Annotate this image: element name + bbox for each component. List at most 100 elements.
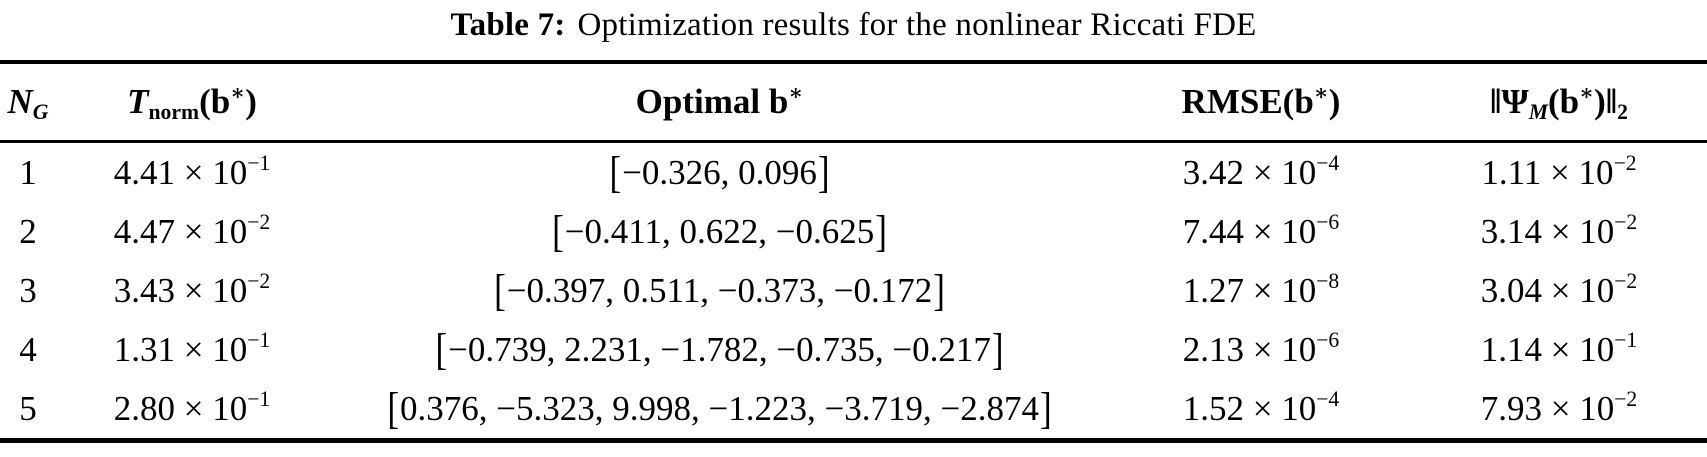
sci-base: 1.52 × 10 (1182, 388, 1317, 428)
vector-values: −0.397, 0.511, −0.373, −0.172 (506, 270, 933, 310)
paren-open: ( (199, 82, 211, 121)
header-text: Optimal (635, 82, 769, 121)
tnorm-value: 1.31 × 10−1 (56, 320, 328, 379)
psi-norm-value: 1.11 × 10−2 (1411, 142, 1707, 203)
sci-exp: −8 (1316, 269, 1340, 294)
star-sup: ∗ (788, 80, 804, 105)
vector-b: b (768, 82, 789, 121)
norm-bar-close: ‖ (1605, 82, 1618, 121)
bracket-open: [ (609, 146, 622, 197)
table-row: 3 3.43 × 10−2 [−0.397, 0.511, −0.373, −0… (0, 261, 1707, 320)
results-table: NG Tnorm(b∗) Optimal b∗ RMSE(b∗) ‖ΨM(b∗)… (0, 60, 1707, 443)
sci-exp: −4 (1316, 151, 1340, 176)
sci-base: 3.42 × 10 (1182, 152, 1317, 192)
bracket-open: [ (494, 264, 506, 315)
header-text: RMSE (1181, 82, 1283, 121)
rmse-value: 1.27 × 10−8 (1111, 261, 1411, 320)
header-row: NG Tnorm(b∗) Optimal b∗ RMSE(b∗) ‖ΨM(b∗)… (0, 62, 1707, 143)
sci-exp: −2 (247, 210, 271, 235)
table-row: 1 4.41 × 10−1 [−0.326, 0.096] 3.42 × 10−… (0, 142, 1707, 203)
psi-symbol: Ψ (1501, 82, 1529, 121)
ng-value: 4 (19, 329, 37, 369)
bracket-close: ] (817, 146, 830, 197)
tnorm-value: 4.41 × 10−1 (56, 142, 328, 203)
vector-b: b (210, 82, 231, 121)
tnorm-value: 3.43 × 10−2 (56, 261, 328, 320)
sci-exp: −2 (1614, 387, 1638, 412)
col-header-psi-norm: ‖ΨM(b∗)‖2 (1411, 62, 1707, 143)
math-sub: norm (148, 100, 200, 125)
bracket-close: ] (875, 205, 887, 256)
table-row: 4 1.31 × 10−1 [−0.739, 2.231, −1.782, −0… (0, 320, 1707, 379)
paren-close: ) (245, 82, 257, 121)
rmse-value: 7.44 × 10−6 (1111, 202, 1411, 261)
sci-exp: −1 (1614, 328, 1638, 353)
sci-exp: −1 (247, 387, 271, 412)
star-sup: ∗ (1579, 80, 1595, 105)
ng-value: 2 (19, 211, 37, 251)
ng-value: 5 (19, 388, 37, 428)
vector-b: b (1294, 82, 1314, 121)
psi-norm-value: 7.93 × 10−2 (1411, 379, 1707, 441)
sci-exp: −1 (247, 151, 271, 176)
vector-values: −0.326, 0.096 (622, 152, 817, 192)
sci-base: 2.13 × 10 (1182, 329, 1317, 369)
tnorm-value: 2.80 × 10−1 (56, 379, 328, 441)
optimal-vector: [−0.739, 2.231, −1.782, −0.735, −0.217] (328, 320, 1111, 379)
rmse-value: 3.42 × 10−4 (1111, 142, 1411, 203)
table-caption-text: Optimization results for the nonlinear R… (577, 7, 1257, 43)
sci-exp: −2 (1614, 210, 1638, 235)
optimal-vector: [−0.411, 0.622, −0.625] (328, 202, 1111, 261)
bracket-open: [ (435, 323, 448, 374)
sci-base: 3.14 × 10 (1480, 211, 1615, 251)
tnorm-value: 4.47 × 10−2 (56, 202, 328, 261)
col-header-ng: NG (0, 62, 56, 143)
sci-base: 7.93 × 10 (1480, 388, 1615, 428)
star-sup: ∗ (230, 80, 246, 105)
col-header-optimal-b: Optimal b∗ (328, 62, 1111, 143)
math-sub: M (1528, 100, 1548, 125)
norm-bar-open: ‖ (1490, 82, 1502, 121)
paren-open: ( (1282, 82, 1295, 121)
bracket-open: [ (387, 382, 400, 433)
math-sub: G (32, 100, 49, 125)
vector-b: b (1559, 82, 1580, 121)
vector-values: −0.739, 2.231, −1.782, −0.735, −0.217 (448, 329, 991, 369)
sci-base: 4.47 × 10 (113, 211, 248, 251)
table-caption: Table 7: Optimization results for the non… (0, 0, 1707, 60)
sci-exp: −6 (1316, 210, 1340, 235)
vector-values: −0.411, 0.622, −0.625 (564, 211, 875, 251)
psi-norm-value: 1.14 × 10−1 (1411, 320, 1707, 379)
col-header-tnorm: Tnorm(b∗) (56, 62, 328, 143)
sci-base: 4.41 × 10 (113, 152, 248, 192)
ng-value: 3 (19, 270, 37, 310)
sci-exp: −6 (1316, 328, 1340, 353)
bracket-open: [ (552, 205, 564, 256)
table-row: 2 4.47 × 10−2 [−0.411, 0.622, −0.625] 7.… (0, 202, 1707, 261)
ng-value: 1 (19, 152, 37, 192)
psi-norm-value: 3.14 × 10−2 (1411, 202, 1707, 261)
sci-exp: −2 (1613, 151, 1637, 176)
psi-norm-value: 3.04 × 10−2 (1411, 261, 1707, 320)
sci-base: 3.43 × 10 (113, 270, 248, 310)
paren-open: ( (1547, 82, 1560, 121)
table-number-label: Table 7: (450, 7, 566, 43)
sci-base: 1.27 × 10 (1182, 270, 1317, 310)
rmse-value: 2.13 × 10−6 (1111, 320, 1411, 379)
bracket-close: ] (991, 323, 1004, 374)
bracket-close: ] (1039, 382, 1052, 433)
sci-base: 1.14 × 10 (1480, 329, 1615, 369)
sci-base: 7.44 × 10 (1182, 211, 1317, 251)
star-sup: ∗ (1313, 80, 1329, 105)
optimal-vector: [−0.326, 0.096] (328, 142, 1111, 203)
table-row: 5 2.80 × 10−1 [0.376, −5.323, 9.998, −1.… (0, 379, 1707, 441)
vector-values: 0.376, −5.323, 9.998, −1.223, −3.719, −2… (400, 388, 1039, 428)
bracket-close: ] (933, 264, 945, 315)
sci-exp: −2 (1614, 269, 1638, 294)
math-symbol: T (127, 82, 149, 121)
sci-exp: −4 (1316, 387, 1340, 412)
optimal-vector: [0.376, −5.323, 9.998, −1.223, −3.719, −… (328, 379, 1111, 441)
norm-sub-2: 2 (1617, 100, 1628, 125)
col-header-rmse: RMSE(b∗) (1111, 62, 1411, 143)
